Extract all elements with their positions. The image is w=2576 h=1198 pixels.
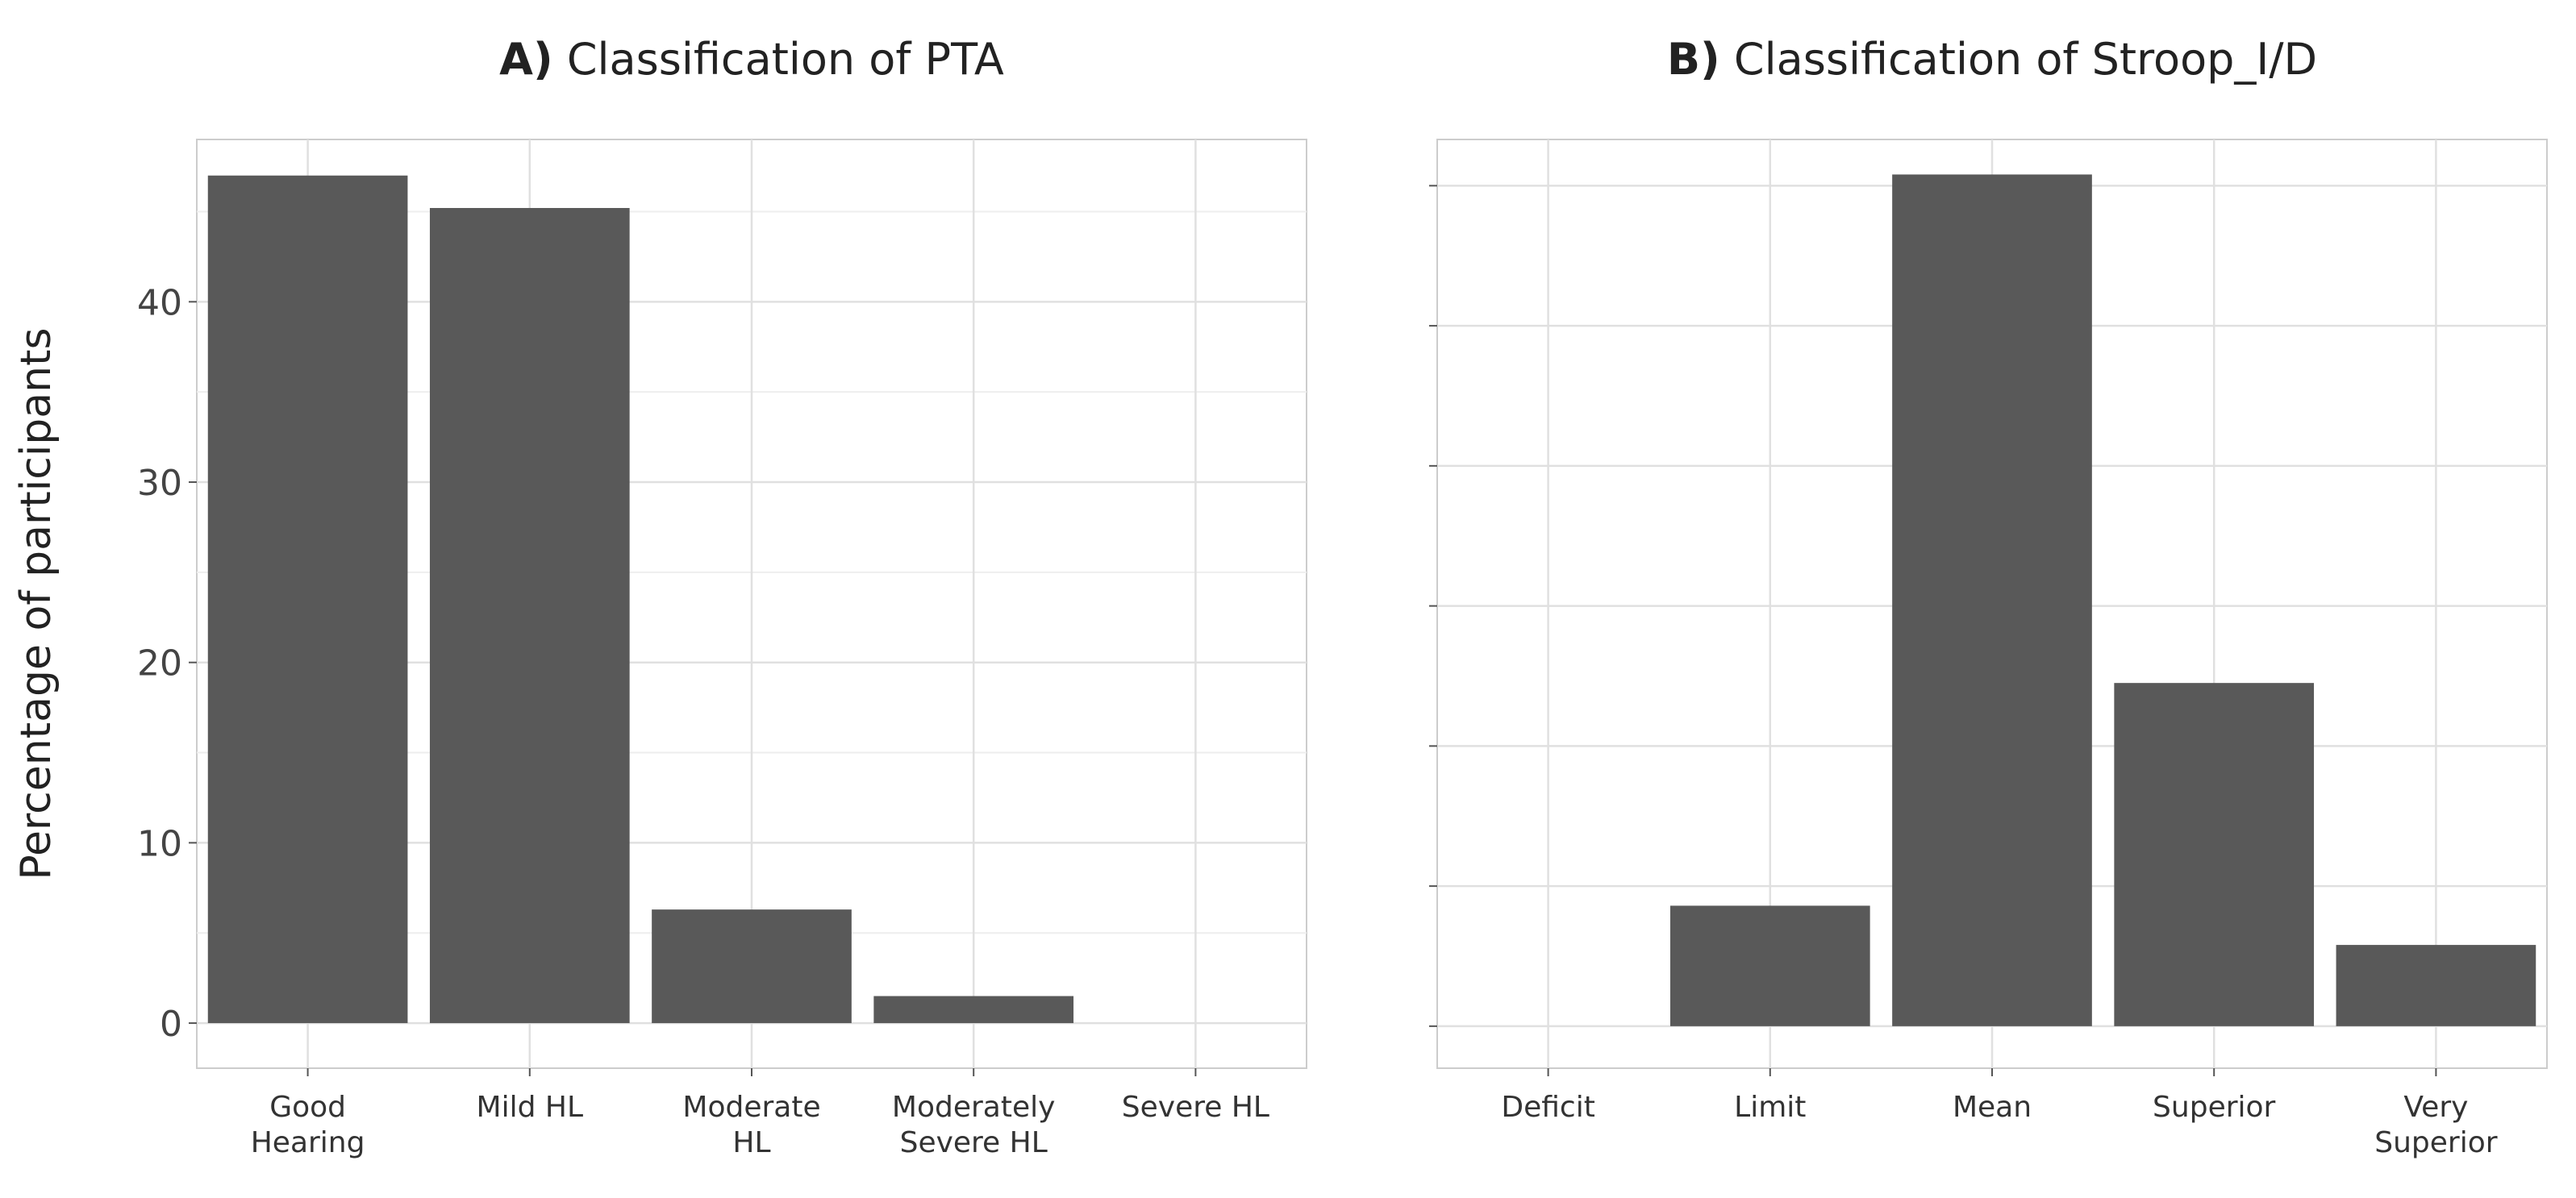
bar [2114,683,2315,1026]
x-tick-label: Mild HL [477,1091,584,1124]
x-tick-label: Mean [1953,1091,2032,1124]
bar [429,208,630,1024]
x-tick-label: Very Superior [2374,1091,2497,1159]
y-tick-label: 40 [137,282,182,323]
x-tick-label: Severe HL [1122,1091,1269,1124]
panel-label: B) [1667,34,1720,85]
bar [207,175,408,1024]
title-text: Classification of PTA [567,34,1004,85]
chart-title: A) Classification of PTA [499,34,1004,85]
bar [2336,945,2536,1026]
title-text: Classification of Stroop_I/D [1734,34,2317,85]
x-tick-label: Deficit [1501,1091,1594,1124]
x-tick-label: Good Hearing [251,1091,365,1159]
bar [652,909,852,1024]
x-tick-label: Superior [2153,1091,2275,1124]
x-tick-label: Moderately Severe HL [892,1091,1056,1159]
x-tick-label: Moderate HL [682,1091,820,1159]
bar [1892,174,2092,1026]
x-tick-label: Limit [1734,1091,1806,1124]
y-tick-label: 10 [137,823,182,864]
bar [873,996,1074,1024]
bar [1669,905,1870,1026]
y-axis-label: Percentage of participants [12,327,60,880]
panel-label: A) [499,34,552,85]
y-tick-label: 0 [160,1004,182,1045]
chart-title: B) Classification of Stroop_I/D [1667,34,2317,85]
y-tick-label: 30 [137,463,182,504]
y-tick-label: 20 [137,643,182,684]
